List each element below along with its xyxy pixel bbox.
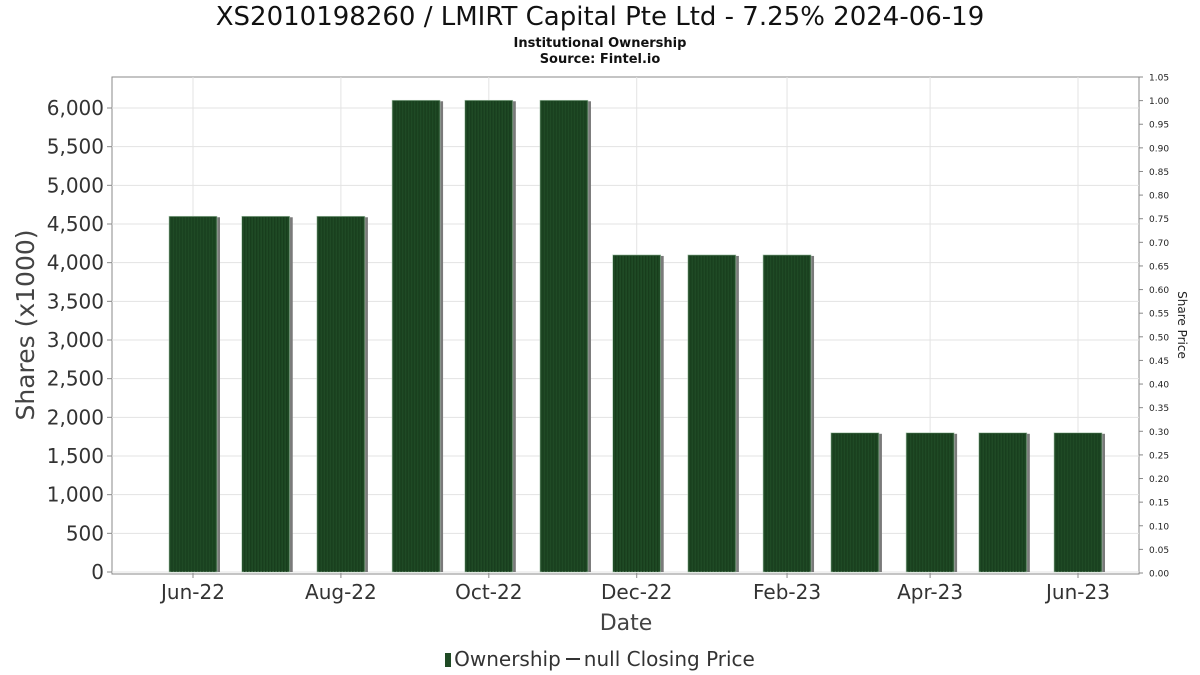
x-tick-label: Dec-22: [601, 580, 672, 604]
x-tick-label: Jun-23: [1044, 580, 1110, 604]
legend-closing-price-line: [565, 658, 580, 660]
y2-tick-label: 0.95: [1149, 121, 1169, 131]
y-tick-label: 3,500: [47, 289, 104, 313]
y-tick-label: 2,500: [47, 367, 104, 391]
bar: [316, 215, 368, 573]
y2-tick-label: 1.05: [1149, 74, 1169, 84]
bar: [1053, 432, 1105, 573]
x-tick-label: Oct-22: [455, 580, 522, 604]
y-tick-label: 500: [66, 521, 104, 545]
y2-tick-label: 0.80: [1149, 192, 1169, 202]
chart-title: XS2010198260 / LMIRT Capital Pte Ltd - 7…: [215, 2, 985, 32]
x-axis-ticks: Jun-22 Aug-22 Oct-22 Dec-22 Feb-23 Apr-23 Jun-…: [159, 573, 1110, 604]
bar: [978, 432, 1030, 573]
y2-tick-label: 0.05: [1149, 546, 1169, 556]
y2-tick-label: 0.50: [1149, 333, 1169, 343]
y-tick-label: 5,000: [47, 173, 104, 197]
y2-tick-label: 0.55: [1149, 310, 1169, 320]
y2-tick-label: 0.10: [1149, 522, 1169, 532]
x-tick-label: Aug-22: [305, 580, 377, 604]
y2-tick-label: 0.35: [1149, 404, 1169, 414]
y2-tick-label: 0.20: [1149, 475, 1169, 485]
bar: [905, 432, 958, 573]
bar: [539, 99, 591, 573]
y2-axis-label: Share Price: [1175, 291, 1189, 359]
y2-tick-label: 0.30: [1149, 428, 1169, 438]
y-tick-label: 1,500: [47, 444, 104, 468]
y2-tick-label: 0.65: [1149, 262, 1169, 272]
y2-tick-label: 0.15: [1149, 499, 1169, 509]
legend: Ownership null Closing Price: [0, 647, 1200, 671]
bar: [612, 254, 664, 573]
y-axis-ticks: 0 500 1,000 1,500 2,000 2,500 3,000 3,500 4,000 4…: [47, 96, 112, 584]
x-tick-label: Feb-23: [753, 580, 821, 604]
y-tick-label: 1,000: [47, 483, 104, 507]
y-tick-label: 4,500: [47, 212, 104, 236]
y2-tick-label: 0.70: [1149, 239, 1169, 249]
x-tick-label: Jun-22: [159, 580, 225, 604]
legend-ownership-label: Ownership: [454, 647, 561, 671]
y-tick-label: 6,000: [47, 96, 104, 120]
bar: [762, 254, 815, 573]
y2-tick-label: 0.85: [1149, 168, 1169, 178]
y2-tick-label: 0.90: [1149, 144, 1169, 154]
y-tick-label: 5,500: [47, 135, 104, 159]
x-axis-label: Date: [600, 611, 653, 636]
bar: [464, 99, 516, 573]
y2-tick-label: 0.45: [1149, 357, 1169, 367]
bar: [391, 99, 444, 573]
chart-subtitle: Institutional Ownership: [513, 36, 687, 51]
bar: [830, 432, 882, 573]
y-tick-label: 2,000: [47, 405, 104, 429]
legend-closing-price-label: null Closing Price: [583, 647, 755, 671]
chart-source: Source: Fintel.io: [539, 52, 661, 67]
legend-ownership-swatch: [445, 653, 452, 667]
y2-tick-label: 0.40: [1149, 381, 1169, 391]
y-tick-label: 4,000: [47, 251, 104, 275]
y-axis-label: Shares (x1000): [11, 229, 40, 420]
y-tick-label: 3,000: [47, 328, 104, 352]
y2-tick-label: 0.60: [1149, 286, 1169, 296]
y2-tick-label: 0.75: [1149, 215, 1169, 225]
bars-group: [168, 99, 1105, 573]
bar: [241, 215, 293, 573]
y2-tick-label: 0.00: [1149, 570, 1169, 580]
y2-tick-label: 1.00: [1149, 97, 1169, 107]
y2-tick-label: 0.25: [1149, 451, 1169, 461]
bar: [687, 254, 739, 573]
bar: [168, 215, 220, 573]
x-tick-label: Apr-23: [897, 580, 963, 604]
y-tick-label: 0: [91, 560, 104, 584]
y2-axis-ticks: 0.00 0.05 0.10 0.15 0.20 0.25 0.30 0.35 0.40 0.45…: [1139, 74, 1169, 580]
